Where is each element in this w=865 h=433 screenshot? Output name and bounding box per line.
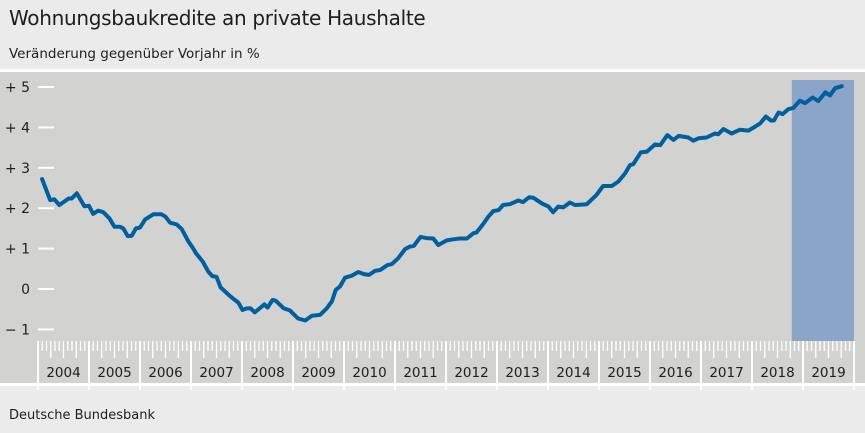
- y-tick-label: + 2: [5, 201, 30, 217]
- series-line: [40, 84, 844, 323]
- x-tick-label: 2017: [709, 365, 743, 381]
- x-tick-label: 2007: [199, 365, 233, 381]
- x-tick-label: 2018: [760, 365, 794, 381]
- source-label: Deutsche Bundesbank: [9, 408, 156, 423]
- y-tick-label: + 3: [5, 161, 30, 177]
- plot-background: [0, 72, 865, 383]
- x-tick-label: 2011: [403, 365, 437, 381]
- y-tick-label: + 4: [5, 120, 30, 136]
- y-tick-label: + 1: [5, 242, 30, 258]
- x-tick-label: 2013: [505, 365, 539, 381]
- x-tick-label: 2014: [556, 365, 590, 381]
- x-tick-label: 2015: [607, 365, 641, 381]
- y-tick-label: + 5: [5, 80, 30, 96]
- x-tick-label: 2006: [148, 365, 182, 381]
- x-tick-label: 2016: [658, 365, 692, 381]
- x-tick-label: 2004: [46, 365, 80, 381]
- x-tick-label: 2012: [454, 365, 488, 381]
- y-tick-label: − 1: [5, 322, 30, 338]
- x-tick-label: 2010: [352, 365, 386, 381]
- chart-title: Wohnungsbaukredite an private Haushalte: [9, 6, 426, 30]
- chart-subtitle: Veränderung gegenüber Vorjahr in %: [9, 46, 260, 62]
- x-tick-label: 2005: [97, 365, 131, 381]
- x-tick-label: 2019: [811, 365, 845, 381]
- bottom-divider: [0, 383, 865, 386]
- top-divider: [0, 69, 865, 72]
- highlight-region: [791, 80, 854, 341]
- x-tick-label: 2008: [250, 365, 284, 381]
- x-tick-label: 2009: [301, 365, 335, 381]
- y-tick-label: 0: [21, 282, 30, 298]
